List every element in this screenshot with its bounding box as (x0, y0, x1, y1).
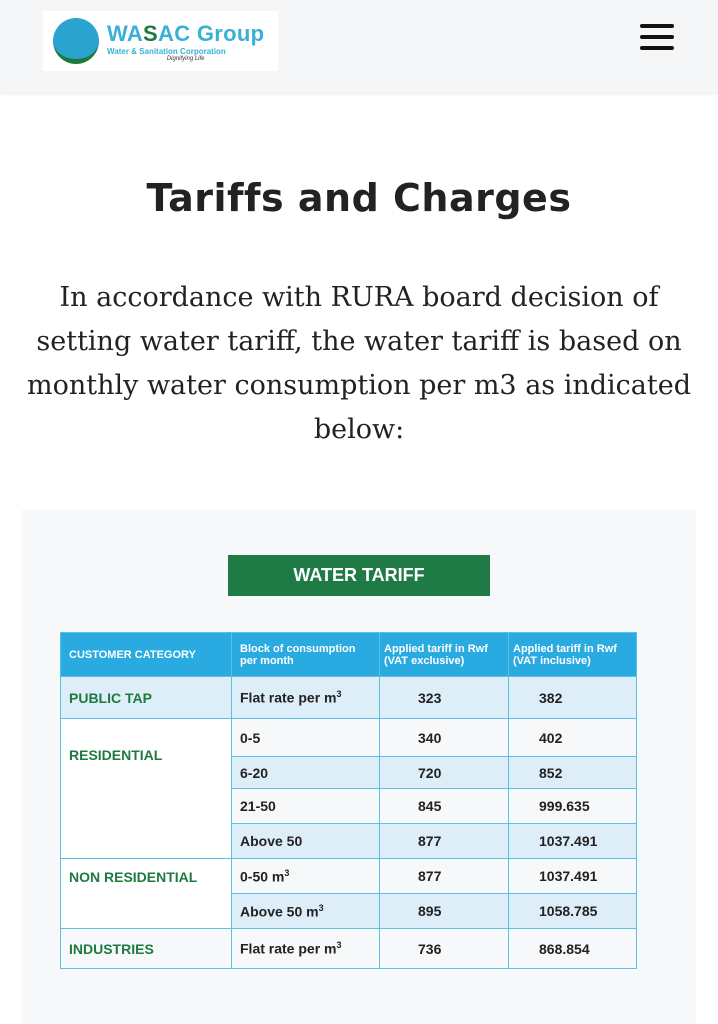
table-row: INDUSTRIES Flat rate per m3 736 868.854 (60, 928, 637, 969)
block-cell: Flat rate per m3 (231, 928, 380, 969)
block-cell: 6-20 (231, 756, 380, 789)
page-title: Tariffs and Charges (146, 176, 572, 220)
site-header: WASAC Group Water & Sanitation Corporati… (0, 0, 718, 92)
category-cell: NON RESIDENTIAL (60, 858, 232, 929)
table-row: 21-50 845 999.635 (61, 788, 637, 824)
incl-cell: 382 (508, 676, 637, 719)
block-cell: Flat rate per m3 (231, 676, 380, 719)
incl-cell: 1058.785 (508, 893, 637, 929)
category-cell: RESIDENTIAL (60, 718, 232, 859)
incl-cell: 852 (508, 756, 637, 789)
excl-cell: 736 (379, 928, 509, 969)
column-header: Applied tariff in Rwf (VAT inclusive) (508, 632, 637, 677)
incl-cell: 402 (508, 718, 637, 757)
logo-mark-icon (53, 18, 99, 64)
category-cell: PUBLIC TAP (60, 676, 232, 719)
table-row: Above 50 877 1037.491 (61, 823, 637, 859)
incl-cell: 999.635 (508, 788, 637, 824)
block-cell: Above 50 (231, 823, 380, 859)
excl-cell: 895 (379, 893, 509, 929)
logo-tagline: Dignifying Life (166, 55, 205, 62)
logo-title: WASAC Group (107, 20, 265, 46)
table-row: PUBLIC TAP Flat rate per m3 323 382 (60, 676, 637, 719)
table-row: NON RESIDENTIAL 0-50 m3 877 1037.491 (60, 858, 637, 929)
table-row: 6-20 720 852 (61, 756, 637, 789)
table-row: Above 50 m3 895 1058.785 (61, 893, 637, 929)
block-cell: Above 50 m3 (231, 893, 380, 929)
column-header: Block of consumption per month (231, 632, 380, 677)
column-header: CUSTOMER CATEGORY (60, 632, 232, 677)
block-cell: 0-5 (231, 718, 380, 757)
incl-cell: 1037.491 (508, 858, 637, 894)
hamburger-icon[interactable] (640, 24, 674, 54)
water-tariff-banner: WATER TARIFF (228, 555, 490, 596)
block-cell: 0-50 m3 (231, 858, 380, 894)
incl-cell: 1037.491 (508, 823, 637, 859)
excl-cell: 877 (379, 858, 509, 894)
excl-cell: 720 (379, 756, 509, 789)
incl-cell: 868.854 (508, 928, 637, 969)
tariff-table: CUSTOMER CATEGORY Block of consumption p… (60, 632, 637, 969)
excl-cell: 845 (379, 788, 509, 824)
column-header: Applied tariff in Rwf (VAT exclusive) (379, 632, 509, 677)
category-cell: INDUSTRIES (60, 928, 232, 969)
intro-text: In accordance with RURA board decision o… (26, 282, 692, 445)
excl-cell: 877 (379, 823, 509, 859)
wasac-logo[interactable]: WASAC Group Water & Sanitation Corporati… (43, 11, 278, 71)
block-cell: 21-50 (231, 788, 380, 824)
table-row: RESIDENTIAL 0-5 340 402 (60, 718, 637, 859)
excl-cell: 323 (379, 676, 509, 719)
excl-cell: 340 (379, 718, 509, 757)
table-header-row: CUSTOMER CATEGORY Block of consumption p… (60, 632, 637, 677)
logo-subtitle: Water & Sanitation Corporation (107, 46, 226, 56)
